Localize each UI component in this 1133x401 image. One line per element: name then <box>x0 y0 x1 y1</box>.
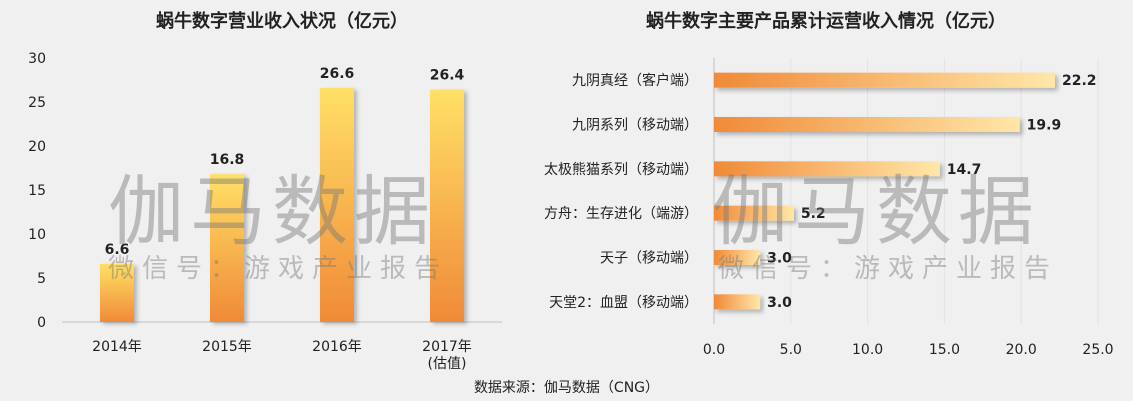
x-tick-label: 2017年 <box>422 339 472 355</box>
x-tick-label: 2014年 <box>92 339 142 355</box>
products-bar-chart: 蜗牛数字主要产品累计运营收入情况（亿元） 0.0 5.0 10.0 15.0 20.0 25… <box>544 10 1114 358</box>
x-tick-label: 2015年 <box>202 339 252 355</box>
x-tick-label: (估值) <box>428 356 467 372</box>
bar <box>714 205 794 221</box>
y-tick-label: 0 <box>37 315 46 331</box>
y-tick-label: 30 <box>28 51 46 67</box>
x-tick-label: 25.0 <box>1082 342 1113 358</box>
bar <box>714 161 940 177</box>
revenue-bar-chart: 蜗牛数字营业收入状况（亿元） 0 5 10 15 20 25 30 6.6 2014年 16.8 20… <box>28 10 502 372</box>
data-label: 3.0 <box>767 295 792 311</box>
y-tick-label: 九阴真经（客户端） <box>572 72 698 89</box>
x-tick-label: 15.0 <box>929 342 960 358</box>
y-tick-label: 15 <box>28 183 46 199</box>
bar <box>714 72 1055 88</box>
x-tick-label: 20.0 <box>1006 342 1037 358</box>
bar <box>714 294 761 310</box>
chart-title: 蜗牛数字营业收入状况（亿元） <box>156 10 408 32</box>
chart-title: 蜗牛数字主要产品累计运营收入情况（亿元） <box>646 10 1006 32</box>
data-label: 26.4 <box>430 68 465 84</box>
bar <box>714 117 1020 132</box>
x-tick-label: 5.0 <box>780 342 802 358</box>
y-tick-label: 天堂2：血盟（移动端） <box>549 295 698 311</box>
data-label: 19.9 <box>1027 118 1062 134</box>
data-label: 6.6 <box>105 242 130 258</box>
y-tick-label: 25 <box>28 95 46 111</box>
source-note: 数据来源：伽马数据（CNG） <box>473 380 660 396</box>
y-tick-label: 九阴系列（移动端） <box>572 118 698 134</box>
products-chart-panel: 蜗牛数字主要产品累计运营收入情况（亿元） 0.0 5.0 10.0 15.0 20.0 25… <box>520 0 1133 380</box>
bar <box>430 89 464 323</box>
data-label: 14.7 <box>947 162 982 178</box>
y-tick-label: 20 <box>28 139 46 155</box>
bar <box>714 250 761 265</box>
revenue-chart-panel: 蜗牛数字营业收入状况（亿元） 0 5 10 15 20 25 30 6.6 2014年 16.8 20… <box>0 0 520 380</box>
y-tick-label: 太极熊猫系列（移动端） <box>544 162 698 178</box>
y-tick-label: 10 <box>28 227 46 243</box>
data-label: 16.8 <box>210 152 245 168</box>
x-tick-label: 10.0 <box>852 342 883 358</box>
y-tick-label: 方舟：生存进化（端游） <box>544 206 698 222</box>
x-tick-label: 0.0 <box>703 342 725 358</box>
y-tick-label: 5 <box>37 271 46 287</box>
bar <box>210 174 244 322</box>
data-label: 5.2 <box>801 206 826 222</box>
data-label: 3.0 <box>767 251 792 267</box>
bar <box>320 87 354 322</box>
data-label: 22.2 <box>1062 73 1097 89</box>
x-tick-label: 2016年 <box>312 339 362 355</box>
data-label: 26.6 <box>320 66 355 82</box>
y-tick-label: 天子（移动端） <box>600 251 698 267</box>
bar <box>100 263 134 322</box>
